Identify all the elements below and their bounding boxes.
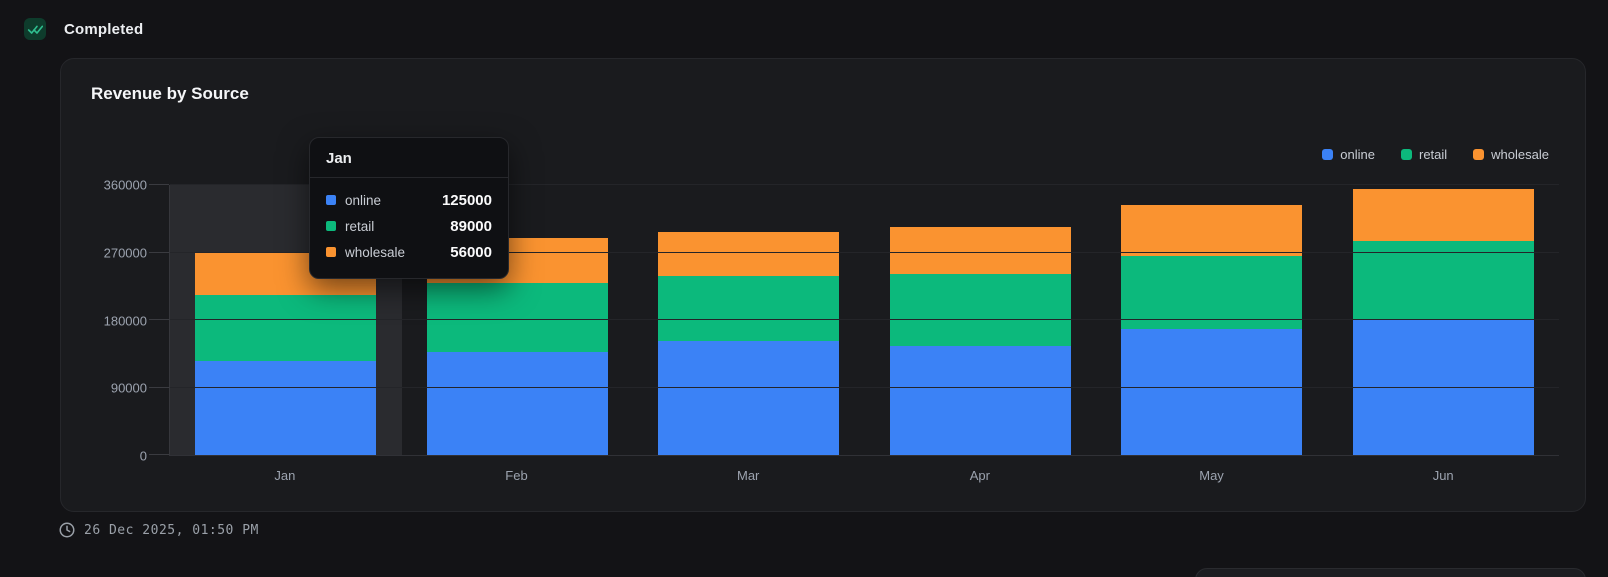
tooltip-label: retail: [345, 218, 375, 234]
bar-stack: [195, 185, 377, 455]
legend-item-retail[interactable]: retail: [1400, 147, 1448, 162]
bar-band-apr[interactable]: [865, 185, 1097, 455]
x-tick-label: Mar: [736, 468, 760, 483]
y-tick-mark: [149, 454, 169, 455]
tooltip-marker-wholesale: [326, 247, 336, 257]
bar-segment-wholesale[interactable]: [658, 231, 840, 276]
bar-segment-retail[interactable]: [426, 282, 608, 352]
bar-stack: [658, 185, 840, 455]
chart-legend: online retail wholesale: [1322, 147, 1549, 162]
bar-segment-wholesale[interactable]: [1352, 188, 1534, 242]
chart-card: Revenue by Source online retail wholesale …: [60, 58, 1586, 512]
y-tick-label: 0: [139, 448, 147, 464]
completed-checkbox[interactable]: [24, 18, 46, 40]
tooltip-marker-retail: [326, 221, 336, 231]
next-card-partial: [1195, 568, 1586, 577]
y-tick-mark: [149, 184, 169, 185]
bar-bands: [170, 185, 1559, 455]
legend-label: retail: [1418, 147, 1448, 162]
tooltip-row-retail: retail 89000: [326, 213, 492, 239]
tooltip-label: online: [345, 192, 382, 208]
y-tick-mark: [149, 251, 169, 253]
bar-band-feb[interactable]: [402, 185, 634, 455]
x-tick-label: Jun: [1432, 468, 1454, 483]
plot-area: [149, 184, 1559, 456]
tooltip-value: 56000: [450, 243, 492, 261]
x-tick-label: May: [1199, 468, 1224, 483]
chart-title: Revenue by Source: [91, 84, 249, 103]
bar-segment-retail[interactable]: [1352, 241, 1534, 320]
y-tick-mark: [149, 319, 169, 320]
bar-stack: [889, 185, 1071, 455]
bar-segment-wholesale[interactable]: [1121, 204, 1303, 256]
double-check-icon: [27, 25, 43, 34]
bar-segment-online[interactable]: [426, 351, 608, 455]
chart-tooltip: Jan online 125000 retail 89000 wholesale 5600…: [309, 137, 509, 279]
bar-segment-retail[interactable]: [1121, 255, 1303, 329]
bar-segment-wholesale[interactable]: [889, 227, 1071, 275]
gridline: [170, 184, 1559, 185]
bar-segment-retail[interactable]: [195, 294, 377, 362]
bar-segment-online[interactable]: [1121, 329, 1303, 455]
clock-icon: [59, 522, 75, 538]
bar-segment-online[interactable]: [195, 361, 377, 455]
legend-marker-wholesale: [1473, 149, 1485, 160]
tooltip-title: Jan: [310, 138, 508, 178]
x-tick-label: Jan: [274, 468, 296, 483]
timestamp-text: 26 Dec 2025, 01:50 PM: [84, 522, 259, 538]
y-tick-mark: [149, 386, 169, 388]
tooltip-label: wholesale: [345, 244, 406, 260]
tooltip-rows: online 125000 retail 89000 wholesale 56000: [310, 178, 508, 278]
bar-band-may[interactable]: [1096, 185, 1328, 455]
tooltip-row-online: online 125000: [326, 187, 492, 213]
legend-label: online: [1340, 147, 1375, 162]
timestamp-row: 26 Dec 2025, 01:50 PM: [58, 521, 259, 539]
y-tick-label: 90000: [110, 380, 147, 396]
bar-band-jan[interactable]: [170, 185, 402, 455]
y-tick-label: 270000: [103, 245, 147, 261]
y-tick-label: 180000: [103, 313, 147, 328]
gridline: [170, 319, 1559, 320]
status-label: Completed: [64, 20, 144, 38]
bar-segment-retail[interactable]: [889, 274, 1071, 347]
y-tick-label: 360000: [103, 177, 147, 193]
legend-marker-retail: [1400, 149, 1412, 160]
x-tick-label: Apr: [969, 468, 990, 483]
gridline: [170, 251, 1559, 253]
x-axis-labels: Jan Feb Mar Apr May Jun: [169, 468, 1559, 483]
y-axis-labels: 0 90000 180000 270000 360000: [61, 178, 147, 464]
bar-band-mar[interactable]: [633, 185, 865, 455]
bar-segment-retail[interactable]: [658, 275, 840, 341]
status-row: Completed: [24, 18, 143, 40]
legend-item-online[interactable]: online: [1322, 147, 1375, 162]
bar-band-jun[interactable]: [1328, 185, 1560, 455]
legend-label: wholesale: [1491, 147, 1549, 162]
legend-item-wholesale[interactable]: wholesale: [1473, 147, 1549, 162]
bar-stack: [426, 185, 608, 455]
tooltip-row-wholesale: wholesale 56000: [326, 239, 492, 265]
gridline: [170, 386, 1559, 388]
bar-stack: [1352, 185, 1534, 455]
bar-segment-online[interactable]: [889, 346, 1071, 455]
tooltip-value: 125000: [441, 191, 492, 209]
legend-marker-online: [1322, 149, 1334, 160]
x-tick-label: Feb: [505, 468, 528, 483]
tooltip-marker-online: [326, 195, 336, 205]
bar-stack: [1121, 185, 1303, 455]
bar-segment-online[interactable]: [658, 341, 840, 455]
tooltip-value: 89000: [450, 217, 492, 235]
